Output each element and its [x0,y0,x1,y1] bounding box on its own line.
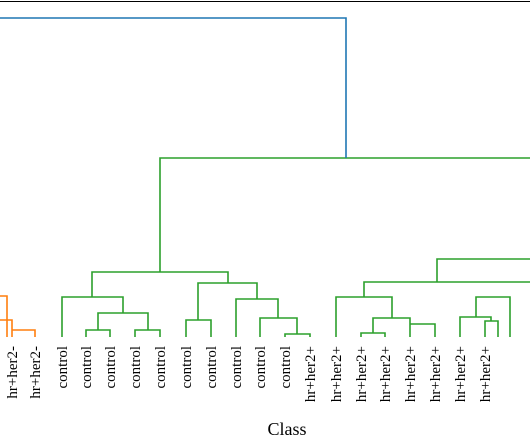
dendrogram-link-19 [459,316,492,337]
leaf-label-16: hr+her2+ [378,346,394,402]
leaf-label-10: control [229,346,245,389]
leaf-label-13: hr+her2+ [303,346,319,402]
dendrogram-link-13 [91,271,229,297]
leaf-label-18: hr+her2+ [428,346,444,402]
leaf-label-5: control [103,346,119,389]
leaf-labels: hr+her2- hr+her2- control control control con… [5,346,494,402]
leaf-label-12: control [278,346,294,389]
leaf-label-11: control [253,346,269,389]
x-axis-label: Class [267,419,306,439]
dendrogram-link-7 [61,296,124,337]
dendrogram-link-21 [363,281,530,297]
leaf-label-17: hr+her2+ [403,346,419,402]
dendrogram-link-3 [12,329,36,337]
dendrogram-link-1 [0,295,8,337]
leaf-label-7: control [153,346,169,389]
leaf-label-3: control [55,346,71,389]
dendrogram-link-2 [0,319,13,337]
leaf-label-20: hr+her2+ [478,346,494,402]
leaf-label-19: hr+her2+ [453,346,469,402]
dendrogram-link-16 [410,323,436,337]
dendrogram-link-17 [335,296,393,337]
leaf-label-15: hr+her2+ [354,346,370,402]
dendrogram-link-6 [97,312,149,330]
leaf-label-8: control [179,346,195,389]
dendrogram-link-18 [484,320,499,337]
leaf-label-1: hr+her2- [5,346,21,399]
dendrogram-link-14 [360,332,386,337]
leaf-label-2: hr+her2- [28,346,44,399]
dendrogram-link-24 [0,17,347,158]
leaf-label-14: hr+her2+ [329,346,345,402]
dendrogram-link-20 [475,296,511,337]
leaf-label-9: control [204,346,220,389]
leaf-label-6: control [128,346,144,389]
dendrogram-link-4 [85,329,111,337]
dendrogram-link-15 [372,317,411,337]
dendrogram-link-22 [436,258,530,282]
dendrogram-link-8 [185,319,212,337]
leaf-label-4: control [79,346,95,389]
dendrogram-link-23 [159,157,530,272]
dendrogram-link-12 [197,282,258,320]
dendrogram-link-9 [284,333,311,337]
dendrogram-links [0,17,530,337]
dendrogram-link-5 [134,329,161,337]
